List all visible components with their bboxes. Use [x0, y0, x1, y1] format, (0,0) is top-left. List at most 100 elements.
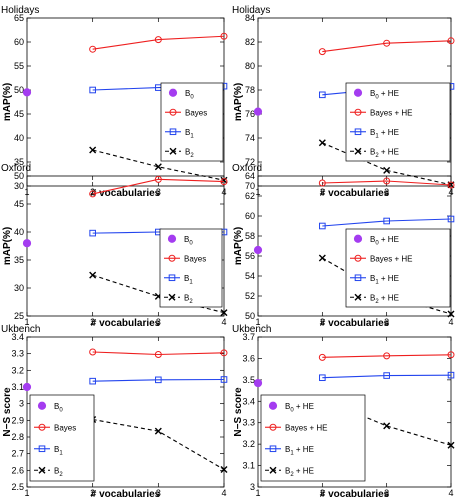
legend-entry: B1 + HE: [265, 445, 314, 456]
marker-stroke: [383, 166, 391, 174]
legend-subscript: 1: [375, 279, 379, 285]
legend-name: B: [285, 445, 290, 454]
legend-entry: B0 + HE: [268, 401, 314, 413]
data-point: [22, 88, 32, 97]
legend-name: Bayes + HE: [370, 254, 412, 263]
series-red: [318, 351, 455, 361]
legend-entry: B2 + HE: [265, 466, 314, 478]
legend-subscript: 2: [190, 153, 194, 159]
y-tick-label: 3.2: [11, 365, 24, 375]
legend-label: B0: [185, 89, 194, 101]
y-tick-label: 2.6: [11, 465, 24, 475]
legend-marker: [269, 466, 277, 474]
legend-suffix: + HE: [379, 293, 399, 302]
legend-name: Bayes: [185, 108, 207, 117]
data-point: [89, 45, 97, 53]
y-tick-label: 3.5: [242, 375, 255, 385]
legend-name: B: [370, 128, 375, 137]
legend-name: Bayes: [184, 254, 206, 263]
y-tick-label: 2.5: [11, 482, 24, 492]
data-point: [318, 139, 326, 147]
legend-box: [345, 228, 451, 308]
y-tick-label: 50: [245, 311, 255, 321]
x-tick-label: 1: [255, 488, 260, 498]
legend-subscript: 0: [290, 407, 294, 413]
y-tick-label: 3: [250, 482, 255, 492]
data-point: [89, 271, 97, 279]
legend-suffix: + HE: [379, 89, 399, 98]
marker-stroke: [154, 427, 162, 435]
legend-subscript: 0: [375, 240, 379, 246]
data-point: [318, 254, 326, 262]
legend-name: Bayes + HE: [285, 423, 327, 432]
legend-name: B: [184, 235, 189, 244]
data-point: [89, 86, 96, 94]
y-tick-label: 78: [245, 85, 255, 95]
series-line: [322, 40, 452, 53]
legend-subscript: 2: [189, 299, 193, 305]
y-tick-label: 74: [245, 133, 255, 143]
y-tick-label: 40: [14, 227, 24, 237]
y-tick-label: 2.8: [11, 432, 24, 442]
x-tick-label: 4: [221, 488, 226, 498]
chart-title: Holidays: [1, 5, 39, 16]
legend-subscript: 0: [375, 94, 379, 100]
y-tick-label: 56: [245, 251, 255, 261]
legend-name: B: [285, 402, 290, 411]
series-line: [322, 354, 452, 358]
data-point: [89, 348, 97, 356]
legend-subscript: 1: [375, 133, 379, 139]
y-tick-label: 80: [245, 61, 255, 71]
series-red: [318, 177, 455, 189]
legend-label: B0 + HE: [370, 89, 399, 101]
data-point: [220, 309, 228, 317]
legend-entry: B2 + HE: [350, 147, 399, 159]
marker-stroke: [269, 466, 277, 474]
legend-label: Bayes: [54, 423, 76, 432]
x-tick-label: 4: [448, 317, 453, 327]
legend-entry: B2: [165, 147, 194, 159]
legend-subscript: 1: [190, 133, 194, 139]
legend-subscript: 2: [375, 153, 379, 159]
legend-suffix: + HE: [379, 235, 399, 244]
legend-name: B: [370, 147, 375, 156]
legend-marker: [354, 108, 362, 116]
legend-subscript: 0: [190, 94, 194, 100]
marker-stroke: [89, 146, 97, 154]
data-point: [447, 441, 455, 449]
x-tick-label: 4: [448, 488, 453, 498]
y-tick-label: 40: [14, 133, 24, 143]
marker-stroke: [318, 254, 326, 262]
data-point: [154, 36, 162, 44]
data-point: [22, 239, 32, 248]
data-point: [154, 351, 162, 358]
x-axis-label: # vocabularies: [320, 188, 390, 199]
data-point: [220, 178, 228, 186]
y-tick-label: 3.3: [242, 418, 255, 428]
y-tick-label: 3: [19, 399, 24, 409]
legend-name: B: [370, 293, 375, 302]
legend-entry: Bayes + HE: [265, 423, 327, 432]
y-tick-label: 70: [245, 181, 255, 191]
y-axis-label: N−S score: [2, 387, 13, 437]
legend-marker: [354, 147, 362, 155]
marker-stroke: [169, 147, 177, 155]
legend-marker: [353, 234, 363, 243]
marker-stroke: [154, 163, 162, 171]
chart-title: Ukbench: [232, 324, 271, 335]
legend-suffix: + HE: [379, 128, 399, 137]
marker-stroke: [447, 441, 455, 449]
legend-marker: [354, 293, 362, 301]
x-tick-label: 1: [255, 317, 260, 327]
series-line: [322, 374, 452, 379]
x-tick-label: 3: [156, 488, 161, 498]
x-tick-label: 3: [156, 317, 161, 327]
series-line: [92, 378, 225, 382]
legend-name: B: [184, 293, 189, 302]
x-tick-label: 3: [384, 187, 389, 197]
series-red: [89, 348, 228, 358]
